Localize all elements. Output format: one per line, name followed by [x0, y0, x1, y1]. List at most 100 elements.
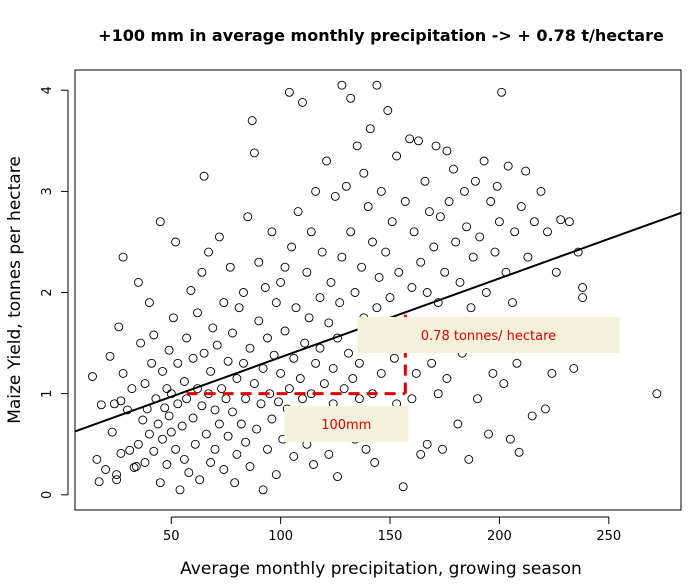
data-point: [293, 207, 303, 217]
data-point: [271, 470, 281, 480]
data-point: [466, 303, 476, 313]
data-point: [354, 394, 364, 404]
data-point: [348, 374, 358, 383]
data-point: [263, 333, 272, 343]
plot-frame: [74, 69, 682, 511]
data-point: [499, 379, 509, 389]
data-point: [276, 368, 286, 378]
data-point: [523, 252, 533, 262]
data-point: [484, 429, 493, 439]
data-point: [394, 267, 404, 277]
y-tick-label: 4: [40, 86, 55, 94]
data-point: [361, 444, 371, 454]
data-point: [479, 156, 489, 166]
data-point: [123, 405, 132, 415]
x-axis: 50 100 150 200 250: [163, 516, 621, 544]
data-point: [214, 419, 224, 429]
data-point: [315, 293, 325, 303]
data-point: [536, 186, 546, 196]
data-point: [140, 458, 150, 467]
y-axis: 0 1 2 3 4: [40, 86, 69, 499]
data-point: [252, 424, 262, 434]
data-point: [540, 404, 550, 414]
data-point: [405, 134, 415, 144]
data-point: [392, 151, 402, 161]
data-point: [214, 232, 224, 242]
data-point: [422, 439, 432, 449]
x-tick-label: 100: [268, 529, 293, 544]
data-point: [256, 399, 266, 409]
data-point: [92, 454, 102, 464]
data-point: [337, 252, 347, 262]
data-point: [344, 348, 353, 358]
data-point: [333, 472, 342, 482]
data-point: [370, 458, 380, 467]
data-point: [210, 405, 220, 415]
x-tick-label: 50: [163, 529, 180, 544]
data-point: [234, 303, 244, 313]
data-point: [225, 262, 235, 272]
data-point: [223, 356, 233, 366]
y-tick-label: 1: [40, 390, 55, 398]
data-point: [166, 427, 176, 437]
data-point: [354, 358, 364, 368]
data-point: [304, 313, 314, 323]
data-point: [543, 227, 552, 237]
points-layer: [88, 80, 662, 495]
data-point: [219, 298, 229, 308]
data-point: [339, 384, 349, 394]
data-point: [164, 345, 174, 355]
data-point: [416, 257, 426, 267]
data-point: [133, 277, 143, 287]
data-point: [239, 358, 248, 368]
data-point: [311, 358, 321, 368]
data-point: [96, 400, 106, 410]
data-point: [212, 340, 222, 350]
data-point: [486, 197, 496, 206]
data-point: [153, 419, 163, 429]
data-point: [470, 176, 480, 186]
data-point: [372, 80, 382, 90]
data-point: [190, 439, 200, 449]
data-point: [223, 431, 233, 441]
data-point: [195, 475, 205, 485]
data-point: [182, 333, 192, 343]
chart-title: +100 mm in average monthly precipitation…: [98, 26, 664, 45]
data-point: [298, 97, 307, 107]
data-point: [490, 247, 500, 257]
data-point: [131, 462, 141, 471]
data-point: [232, 374, 242, 383]
data-point: [118, 252, 128, 262]
data-point: [376, 186, 386, 196]
data-point: [420, 176, 430, 186]
data-point: [492, 181, 502, 191]
data-point: [171, 444, 181, 454]
data-point: [173, 358, 183, 368]
data-point: [107, 427, 117, 437]
x-tick-label: 250: [596, 529, 621, 544]
data-point: [199, 171, 209, 181]
data-point: [346, 93, 356, 103]
data-point: [359, 168, 369, 178]
data-point: [280, 326, 290, 336]
data-point: [556, 215, 566, 225]
data-point: [431, 141, 441, 151]
data-point: [444, 197, 454, 206]
y-tick-label: 3: [40, 187, 55, 195]
data-point: [208, 323, 218, 333]
data-point: [527, 411, 537, 421]
data-point: [184, 468, 194, 478]
data-point: [179, 377, 189, 386]
data-point: [464, 454, 474, 464]
data-point: [442, 374, 452, 383]
data-point: [155, 478, 165, 488]
data-point: [451, 237, 461, 247]
data-point: [162, 384, 172, 394]
data-point: [387, 217, 397, 227]
data-point: [503, 161, 513, 171]
data-point: [228, 407, 237, 417]
data-point: [287, 242, 297, 252]
data-point: [433, 389, 443, 399]
data-point: [271, 298, 281, 308]
